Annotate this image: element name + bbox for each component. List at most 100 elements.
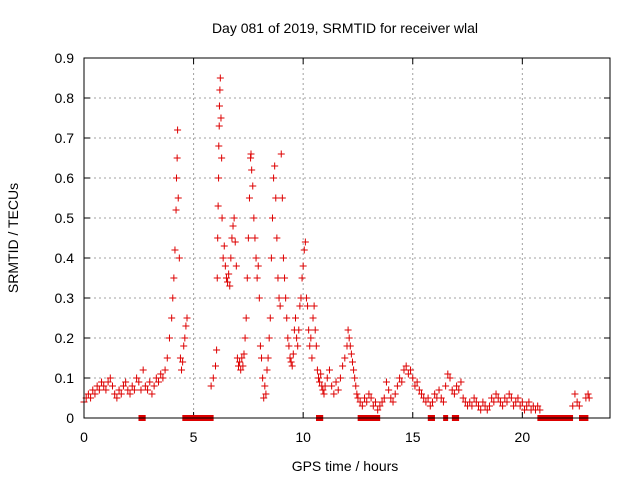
data-point [514,394,522,402]
data-point [523,402,531,410]
data-point [175,254,183,262]
data-point [117,390,125,398]
data-point [404,370,412,378]
data-point [301,238,309,246]
data-point [182,322,190,330]
data-point [585,394,593,402]
data-point [309,314,317,322]
data-point [111,390,119,398]
data-point [298,274,306,282]
data-point [341,354,349,362]
data-point [411,382,419,390]
data-point [450,390,458,398]
data-point [172,174,180,182]
data-point [93,382,101,390]
data-point [215,142,223,150]
data-point [228,234,236,242]
data-point [348,358,356,366]
data-point [302,294,310,302]
data-point [444,370,452,378]
x-tick-label: 5 [190,429,198,445]
data-point [325,366,333,374]
data-point [274,274,282,282]
data-point [264,354,272,362]
data-point [218,214,226,222]
data-point [222,274,230,282]
data-point [102,386,110,394]
data-point [87,394,95,402]
data-point [422,398,430,406]
data-point [393,382,401,390]
data-point [470,394,478,402]
data-point [501,394,509,402]
data-point [229,222,237,230]
data-point [241,334,249,342]
data-point [168,314,176,322]
data-point [183,314,191,322]
data-point [459,394,467,402]
data-point [265,334,273,342]
data-point [259,374,267,382]
data-point [398,378,406,386]
data-point [296,302,304,310]
data-point [466,398,474,406]
data-point [124,386,132,394]
data-point [146,378,154,386]
data-point [442,382,450,390]
data-point [413,378,421,386]
data-point [276,302,284,310]
y-tick-label: 0.9 [55,50,75,66]
data-point [356,398,364,406]
data-point [133,374,141,382]
data-point [347,350,355,358]
data-point [277,150,285,158]
y-tick-label: 0.6 [55,170,75,186]
data-point [262,390,270,398]
data-point [239,362,247,370]
data-point [216,86,224,94]
x-tick-label: 10 [295,429,311,445]
data-point [213,346,221,354]
data-point [169,294,177,302]
data-point [369,402,377,410]
data-point [371,398,379,406]
data-point [483,406,491,414]
y-tick-label: 0.8 [55,90,75,106]
data-point [317,370,325,378]
data-point [315,374,323,382]
data-point [173,154,181,162]
data-point [426,402,434,410]
data-point [287,358,295,366]
data-point [261,382,269,390]
data-point [267,254,275,262]
data-point [214,202,222,210]
data-point [170,274,178,282]
data-point [148,390,156,398]
data-point [289,350,297,358]
data-point [218,154,226,162]
data-point [155,378,163,386]
data-point [308,354,316,362]
data-point [237,366,245,374]
data-point [534,402,542,410]
data-point [180,342,188,350]
x-tick-label: 0 [80,429,88,445]
data-point [311,326,319,334]
data-point [215,174,223,182]
data-point [516,402,524,410]
data-point [215,102,223,110]
data-point [367,394,375,402]
data-point [260,394,268,402]
data-point [254,262,262,270]
data-point [468,402,476,410]
data-point [165,334,173,342]
data-point [346,342,354,350]
y-axis-label: SRMTID / TECUs [5,183,21,293]
data-point [161,366,169,374]
data-point [352,382,360,390]
data-point [284,334,292,342]
data-point [446,374,454,382]
data-point [291,314,299,322]
data-point [321,382,329,390]
